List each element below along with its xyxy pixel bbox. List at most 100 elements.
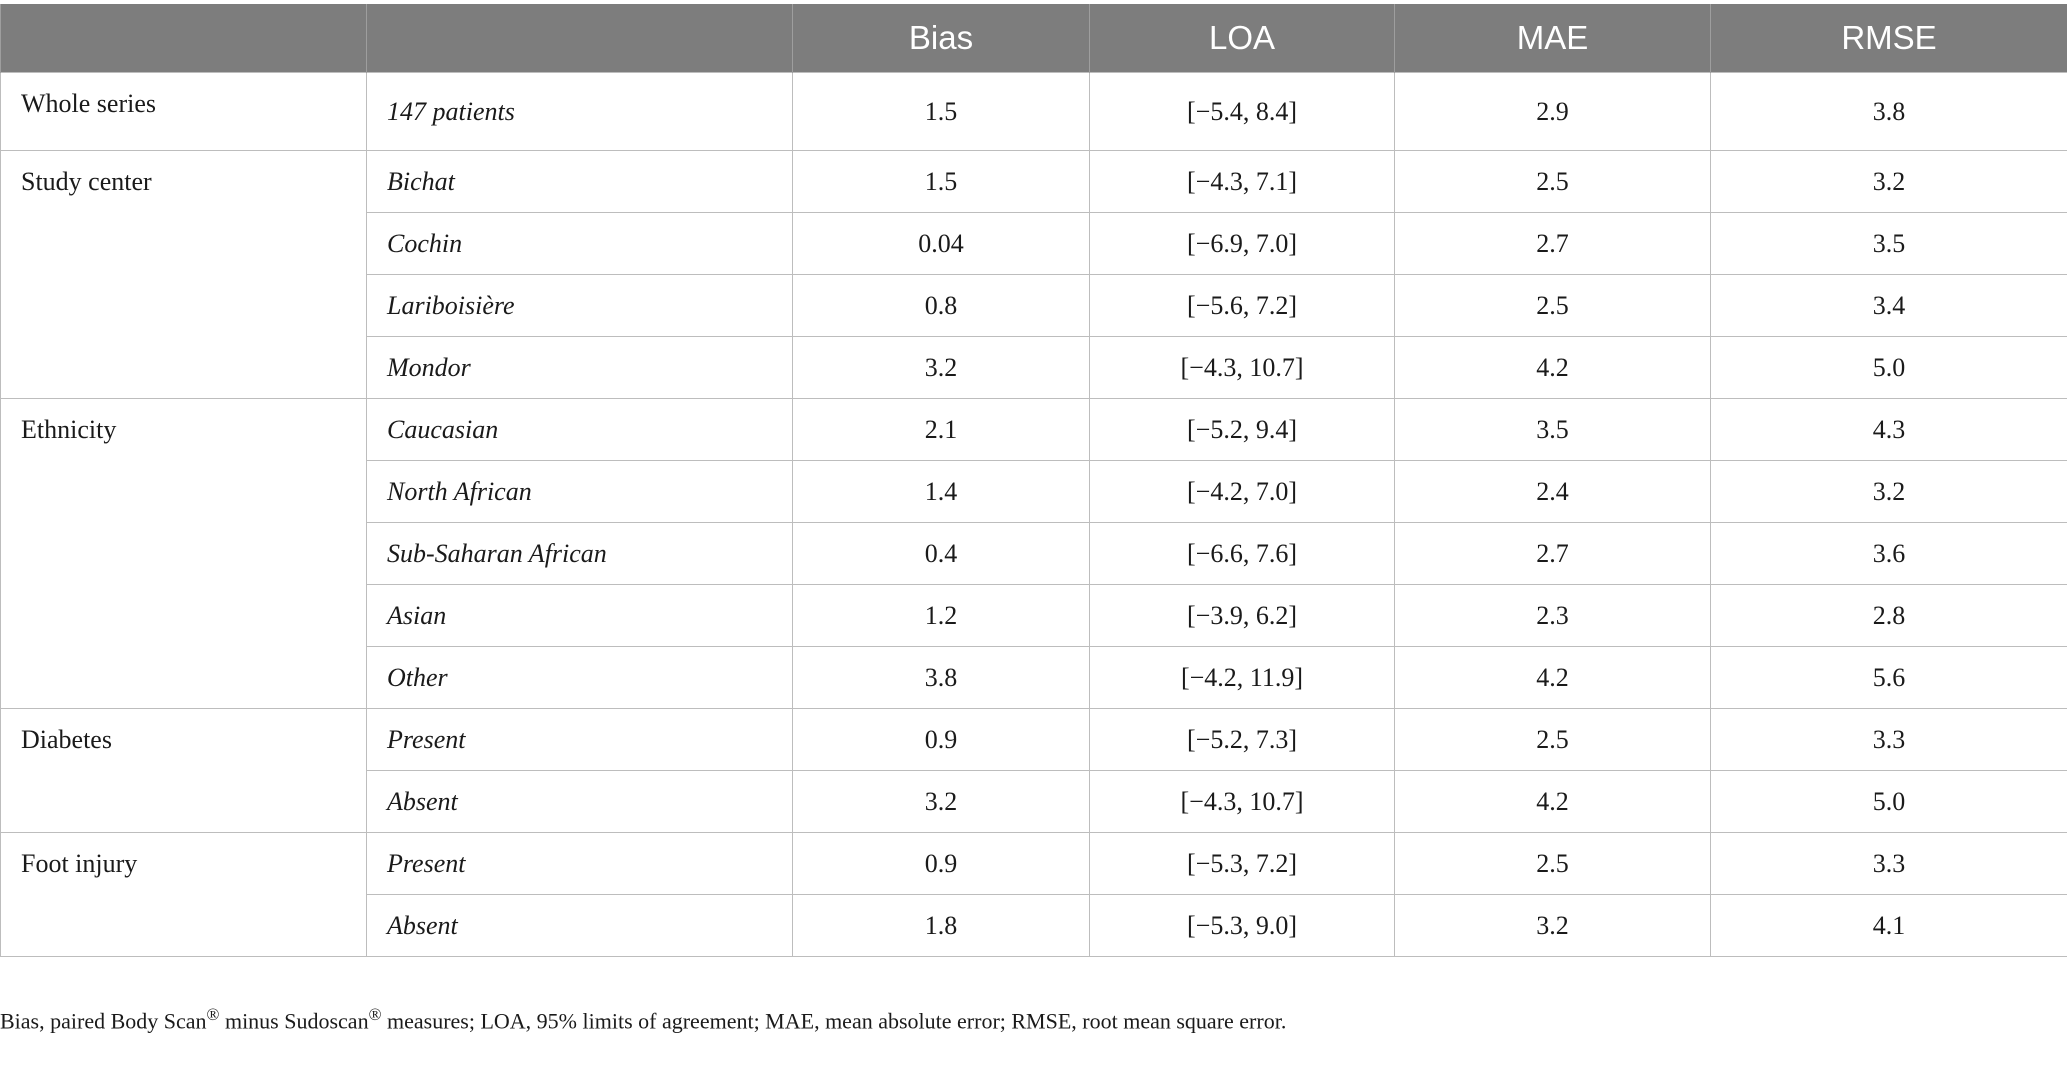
header-category — [0, 4, 367, 73]
mae-cell: 2.5 — [1394, 274, 1711, 337]
subgroup-cell: Cochin — [366, 212, 793, 275]
mae-cell: 2.9 — [1394, 72, 1711, 151]
rmse-cell: 3.2 — [1710, 460, 2067, 523]
table-row: Diabetes Present 0.9 [−5.2, 7.3] 2.5 3.3 — [0, 708, 2067, 833]
rmse-cell: 4.3 — [1710, 398, 2067, 461]
rmse-cell: 3.3 — [1710, 708, 2067, 771]
bias-cell: 0.8 — [792, 274, 1090, 337]
subgroup-cell: North African — [366, 460, 793, 523]
bias-cell: 1.4 — [792, 460, 1090, 523]
mae-cell: 2.7 — [1394, 212, 1711, 275]
table-header: Bias LOA MAE RMSE — [0, 4, 2067, 73]
header-row: Bias LOA MAE RMSE — [0, 4, 2067, 73]
rmse-cell: 2.8 — [1710, 584, 2067, 647]
registered-mark-1: ® — [206, 1005, 220, 1024]
subgroup-cell: Lariboisière — [366, 274, 793, 337]
rmse-cell: 5.0 — [1710, 336, 2067, 399]
results-table: Bias LOA MAE RMSE Whole series 147 patien… — [0, 4, 2067, 957]
subgroup-cell: Asian — [366, 584, 793, 647]
table-row: North African 1.4 [−4.2, 7.0] 2.4 3.2 — [1, 460, 2067, 523]
rmse-cell: 3.4 — [1710, 274, 2067, 337]
bias-cell: 1.5 — [792, 150, 1090, 213]
subgroup-cell: Absent — [366, 894, 793, 957]
mae-cell: 2.5 — [1394, 150, 1711, 213]
loa-cell: [−4.2, 11.9] — [1089, 646, 1395, 709]
rmse-cell: 3.2 — [1710, 150, 2067, 213]
bias-cell: 1.5 — [792, 72, 1090, 151]
rmse-cell: 5.6 — [1710, 646, 2067, 709]
table-row: Lariboisière 0.8 [−5.6, 7.2] 2.5 3.4 — [1, 274, 2067, 337]
mae-cell: 4.2 — [1394, 336, 1711, 399]
subgroup-cell: Other — [366, 646, 793, 709]
group-label-cell: Whole series — [0, 72, 367, 151]
table-row: Absent 3.2 [−4.3, 10.7] 4.2 5.0 — [1, 770, 2067, 833]
header-loa: LOA — [1089, 4, 1395, 73]
header-rmse: RMSE — [1710, 4, 2067, 73]
table-row: Ethnicity Caucasian 2.1 [−5.2, 9.4] 3.5 4.3 — [0, 398, 2067, 709]
loa-cell: [−4.2, 7.0] — [1089, 460, 1395, 523]
table-row: Sub-Saharan African 0.4 [−6.6, 7.6] 2.7 3.6 — [1, 522, 2067, 585]
group-label-cell: Diabetes — [0, 708, 367, 833]
group-label-cell: Study center — [0, 150, 367, 399]
registered-mark-2: ® — [368, 1005, 382, 1024]
mae-cell: 2.3 — [1394, 584, 1711, 647]
table-body: Whole series 147 patients 1.5 [−5.4, 8.4] 2.… — [0, 72, 2067, 957]
loa-cell: [−5.4, 8.4] — [1089, 72, 1395, 151]
bias-cell: 3.8 — [792, 646, 1090, 709]
subgroup-cell: Sub-Saharan African — [366, 522, 793, 585]
table-row: Mondor 3.2 [−4.3, 10.7] 4.2 5.0 — [1, 336, 2067, 399]
table-row: Study center Bichat 1.5 [−4.3, 7.1] 2.5 3.2 — [0, 150, 2067, 399]
subgroup-cell: Caucasian — [366, 398, 793, 461]
mae-cell: 2.7 — [1394, 522, 1711, 585]
rmse-cell: 4.1 — [1710, 894, 2067, 957]
group-label-cell: Ethnicity — [0, 398, 367, 709]
mae-cell: 3.2 — [1394, 894, 1711, 957]
footnote-text-2: minus Sudoscan — [219, 1008, 369, 1034]
loa-cell: [−5.6, 7.2] — [1089, 274, 1395, 337]
loa-cell: [−5.3, 9.0] — [1089, 894, 1395, 957]
table-footnote: Bias, paired Body Scan® minus Sudoscan® … — [0, 1005, 1286, 1034]
mae-cell: 2.4 — [1394, 460, 1711, 523]
rmse-cell: 3.8 — [1710, 72, 2067, 151]
footnote-text-1: Bias, paired Body Scan — [0, 1008, 207, 1034]
table-row: Other 3.8 [−4.2, 11.9] 4.2 5.6 — [1, 646, 2067, 709]
loa-cell: [−4.3, 10.7] — [1089, 770, 1395, 833]
loa-cell: [−5.2, 9.4] — [1089, 398, 1395, 461]
loa-cell: [−4.3, 7.1] — [1089, 150, 1395, 213]
group-label-cell: Foot injury — [0, 832, 367, 957]
loa-cell: [−3.9, 6.2] — [1089, 584, 1395, 647]
bias-cell: 0.9 — [792, 832, 1090, 895]
subgroup-cell: Present — [366, 708, 793, 771]
bias-cell: 0.04 — [792, 212, 1090, 275]
header-subgroup — [366, 4, 793, 73]
header-bias: Bias — [792, 4, 1090, 73]
bias-cell: 3.2 — [792, 770, 1090, 833]
subgroup-cell: Absent — [366, 770, 793, 833]
header-mae: MAE — [1394, 4, 1711, 73]
rmse-cell: 3.5 — [1710, 212, 2067, 275]
rmse-cell: 5.0 — [1710, 770, 2067, 833]
rmse-cell: 3.6 — [1710, 522, 2067, 585]
mae-cell: 4.2 — [1394, 646, 1711, 709]
table-row: Absent 1.8 [−5.3, 9.0] 3.2 4.1 — [1, 894, 2067, 957]
footnote-text-3: measures; LOA, 95% limits of agreement; … — [381, 1008, 1287, 1034]
subgroup-cell: 147 patients — [366, 72, 793, 151]
bias-cell: 3.2 — [792, 336, 1090, 399]
loa-cell: [−6.6, 7.6] — [1089, 522, 1395, 585]
bias-cell: 0.4 — [792, 522, 1090, 585]
rmse-cell: 3.3 — [1710, 832, 2067, 895]
mae-cell: 2.5 — [1394, 708, 1711, 771]
bias-cell: 1.2 — [792, 584, 1090, 647]
table-row: Whole series 147 patients 1.5 [−5.4, 8.4] 2.… — [0, 72, 2067, 151]
subgroup-cell: Bichat — [366, 150, 793, 213]
loa-cell: [−5.2, 7.3] — [1089, 708, 1395, 771]
subgroup-cell: Mondor — [366, 336, 793, 399]
table-row: Asian 1.2 [−3.9, 6.2] 2.3 2.8 — [1, 584, 2067, 647]
bias-cell: 2.1 — [792, 398, 1090, 461]
loa-cell: [−4.3, 10.7] — [1089, 336, 1395, 399]
mae-cell: 3.5 — [1394, 398, 1711, 461]
mae-cell: 2.5 — [1394, 832, 1711, 895]
bias-cell: 0.9 — [792, 708, 1090, 771]
subgroup-cell: Present — [366, 832, 793, 895]
mae-cell: 4.2 — [1394, 770, 1711, 833]
